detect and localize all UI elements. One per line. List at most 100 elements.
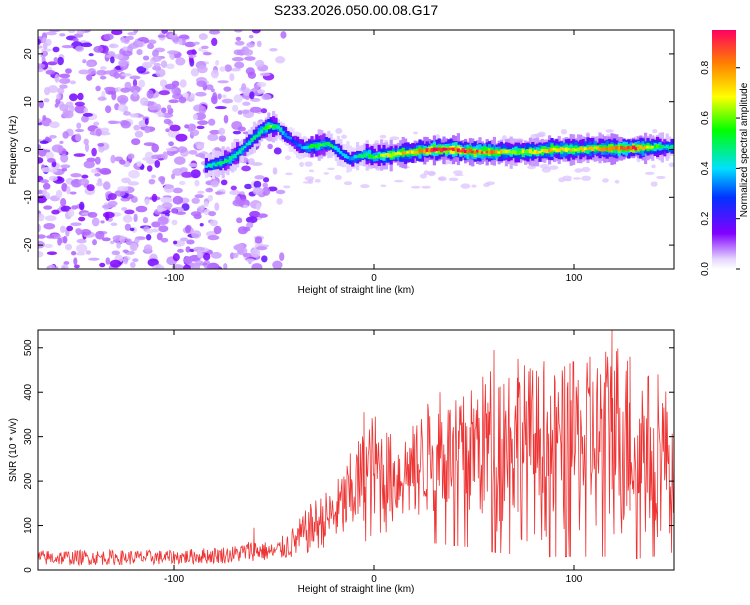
spectrogram-ridge-cell (339, 151, 343, 154)
spectrogram-ridge-cell (452, 147, 456, 152)
spectrogram-noise-blob (127, 181, 140, 186)
spectrogram-noise-blob (160, 237, 169, 243)
spectrogram-noise-blob (139, 97, 149, 106)
spectrogram-ridge-cell (216, 161, 220, 165)
spectrogram-noise-blob (241, 109, 250, 114)
spectrogram-ridge-cell (406, 151, 410, 154)
spectrogram-noise-blob (253, 180, 262, 189)
spectrogram-noise-blob (207, 133, 219, 142)
spectrogram-noise-blob (229, 73, 235, 81)
spectrogram-noise-blob (46, 235, 55, 239)
spectrogram-noise-blob (153, 62, 161, 67)
spectrogram-ridge-cell (296, 143, 300, 147)
spectrogram-noise-blob (134, 238, 140, 244)
spectrogram-noise-blob (191, 197, 200, 204)
spectrogram-noise-blob (211, 37, 218, 47)
spectrogram-ridge-cell (437, 147, 441, 151)
spectrogram-noise-blob (254, 236, 263, 244)
spectrogram-noise-blob (124, 209, 135, 215)
colorbar-tick-label: 0.4 (700, 161, 711, 175)
spectrogram-noise-blob (548, 165, 559, 170)
spectrogram-noise-blob (51, 209, 60, 215)
spectrogram-ridge-cell (567, 147, 571, 151)
spectrogram-noise-blob (212, 92, 218, 101)
spectrogram-ridge-cell (257, 131, 261, 136)
spectrogram-ridge-cell (461, 148, 465, 153)
spectrogram-ridge-cell (476, 149, 480, 153)
spectrogram-noise-blob (146, 89, 154, 99)
spectrogram-noise-blob (60, 264, 69, 269)
spectrogram-noise-blob (269, 48, 278, 52)
spectrogram-ridge-cell (447, 147, 451, 151)
spectrogram-noise-blob (173, 240, 178, 245)
spectrogram-noise-blob (410, 185, 421, 189)
spectrogram-noise-blob (38, 38, 41, 46)
spectrogram-noise-blob (57, 146, 63, 155)
spectrogram-ridge-cell (293, 141, 297, 145)
spectrogram-ridge-cell (593, 146, 597, 150)
spectrogram-noise-blob (229, 190, 241, 196)
spectrogram-noise-blob (45, 192, 51, 200)
spectrogram-noise-blob (280, 31, 287, 39)
spectrogram-noise-blob (38, 213, 45, 222)
spectrogram-noise-blob (230, 185, 237, 191)
spectrogram-noise-blob (129, 113, 139, 118)
spectrogram-noise-blob (59, 77, 71, 84)
spectrogram-noise-blob (77, 92, 84, 101)
spectrogram-noise-blob (59, 140, 64, 144)
spectrogram-noise-blob (81, 115, 89, 123)
spectrogram-ridge-cell (322, 143, 326, 147)
spectrogram-noise-blob (605, 129, 614, 133)
spectrogram-y-ticks: -20 -10 0 10 20 (23, 48, 674, 252)
spectrogram-noise-blob (335, 128, 343, 134)
spectrogram-noise-blob (38, 63, 46, 69)
spectrogram-noise-blob (203, 201, 209, 208)
spectrogram-ridge-cell (598, 147, 602, 152)
spectrogram-noise-blob (114, 53, 124, 60)
spectrogram-noise-blob (172, 168, 184, 176)
spectrogram-noise-blob (260, 108, 268, 114)
spectrogram-noise-blob (178, 180, 186, 186)
spectrogram-noise-blob (85, 250, 92, 255)
spectrogram-ridge-cell (615, 146, 619, 150)
spectrogram-noise-blob (272, 167, 278, 175)
spectrogram-noise-blob (284, 155, 291, 160)
spectrogram-ridge-cell (509, 150, 513, 154)
spectrogram-ridge-cell (572, 148, 576, 152)
spectrogram-noise-blob (44, 215, 57, 222)
spectrogram-noise-blob (217, 80, 229, 84)
spectrogram-noise-blob (69, 80, 76, 85)
spectrogram-noise-blob (70, 251, 77, 256)
spectrogram-noise-blob (208, 30, 221, 35)
spectrogram-x-label: Height of straight line (km) (298, 285, 415, 296)
spectrogram-noise-blob (103, 33, 114, 41)
spectrogram-noise-blob (159, 79, 168, 88)
spectrogram-noise-blob (99, 75, 107, 80)
spectrogram-noise-blob (250, 248, 261, 258)
spectrogram-ridge-cell (418, 148, 422, 153)
spectrogram-noise-blob (221, 98, 234, 104)
spectrogram-noise-blob (218, 135, 227, 142)
spectrogram-noise-blob (94, 156, 101, 165)
spectrogram-noise-blob (80, 180, 86, 185)
spectrogram-noise-blob (251, 263, 263, 269)
spectrogram-ridge-cell (288, 136, 292, 140)
spectrogram-ridge-cell (456, 148, 460, 153)
spectrogram-noise-blob (78, 201, 85, 211)
spectrogram-noise-blob (117, 94, 129, 104)
spectrogram-noise-blob (69, 93, 78, 102)
spectrogram-noise-blob (262, 177, 270, 183)
spectrogram-noise-blob (198, 105, 207, 115)
spectrogram-noise-blob (202, 51, 212, 56)
spectrogram-noise-blob (99, 262, 106, 268)
spectrogram-noise-blob (419, 173, 427, 179)
spectrogram-noise-blob (171, 173, 176, 180)
spectrogram-noise-blob (38, 68, 44, 73)
spectrogram-noise-blob (247, 158, 255, 166)
spectrogram-noise-blob (38, 118, 42, 123)
spectrogram-noise-blob (87, 211, 98, 218)
spectrogram-noise-blob (124, 223, 132, 231)
spectrogram-ridge-cell (430, 148, 434, 153)
spectrogram-ridge-cell (576, 148, 580, 152)
spectrogram-noise-blob (154, 159, 161, 168)
